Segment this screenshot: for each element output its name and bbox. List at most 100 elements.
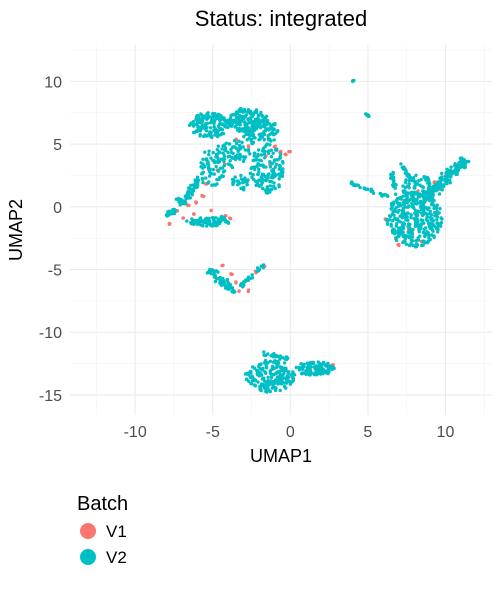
data-point-v2 [222,163,226,168]
data-point-v2 [459,165,463,169]
data-point-v2 [211,150,215,155]
data-point-v1 [200,194,204,198]
data-point-v2 [278,369,282,373]
data-point-v2 [424,232,428,237]
data-point-v2 [444,176,449,180]
data-point-v2 [350,79,355,84]
data-point-v2 [200,123,204,127]
data-point-v2 [358,185,362,190]
data-point-v2 [438,184,442,188]
data-point-v2 [224,218,228,223]
data-point-v2 [201,157,205,161]
data-point-v2 [412,217,416,221]
data-point-v2 [405,234,409,238]
data-point-v2 [198,134,202,138]
data-point-v2 [435,215,440,219]
data-point-v2 [269,155,274,159]
data-point-v2 [462,165,467,170]
data-point-v2 [432,235,436,240]
data-point-v2 [262,350,266,354]
data-point-v2 [215,152,219,157]
data-point-v2 [247,373,251,377]
data-point-v2 [277,185,281,189]
data-point-v2 [413,201,417,206]
data-point-v2 [393,216,397,221]
data-point-v2 [421,200,426,204]
data-point-v2 [429,187,433,191]
data-point-v2 [256,172,260,176]
data-point-v2 [221,122,225,127]
data-point-v2 [403,205,408,209]
data-point-v2 [245,182,249,187]
data-point-v2 [272,138,276,142]
data-point-v2 [397,226,401,230]
data-point-v2 [212,183,216,187]
data-point-v2 [268,369,272,373]
data-point-v2 [243,125,248,129]
data-point-v2 [208,131,212,135]
data-point-v2 [221,151,225,155]
data-point-v2 [241,159,246,164]
data-point-v2 [271,360,276,364]
data-point-v2 [239,107,243,111]
data-point-v2 [205,221,209,225]
data-point-v2 [243,176,247,180]
data-point-v2 [410,203,415,208]
data-point-v2 [387,214,392,218]
data-point-v2 [314,364,319,368]
data-point-v2 [270,353,274,357]
data-point-v2 [416,201,421,205]
data-point-v2 [235,179,240,183]
data-point-v2 [238,147,242,151]
data-point-v2 [216,158,220,162]
legend-label-v2: V2 [106,548,127,567]
data-point-v2 [278,388,282,393]
data-point-v2 [257,158,261,162]
data-point-v2 [214,117,219,121]
data-point-v2 [205,157,209,161]
data-point-v2 [433,214,437,218]
data-point-v2 [238,123,242,127]
data-point-v2 [408,222,412,227]
data-point-v2 [262,156,267,160]
data-point-v2 [216,124,221,129]
data-point-v2 [269,375,274,380]
data-point-v2 [250,273,254,277]
data-point-v2 [277,177,281,181]
data-point-v2 [276,360,280,364]
data-point-v2 [244,179,248,184]
data-point-v2 [256,148,261,152]
data-point-v2 [404,242,409,246]
points-layer [164,78,471,394]
data-point-v2 [408,197,412,202]
data-point-v2 [433,210,437,215]
data-point-v2 [194,129,199,133]
data-point-v2 [430,193,435,197]
data-point-v2 [412,206,416,210]
data-point-v2 [233,175,237,179]
data-point-v2 [201,180,205,185]
y-tick-label: 0 [53,200,62,217]
legend-title: Batch [77,493,128,515]
data-point-v2 [184,197,188,201]
data-point-v2 [260,186,265,191]
data-point-v1 [181,216,185,220]
data-point-v2 [411,199,415,203]
data-point-v2 [199,161,203,165]
data-point-v1 [234,280,238,284]
data-point-v1 [278,149,283,153]
data-point-v2 [281,161,285,165]
data-point-v2 [274,148,278,152]
data-point-v2 [415,213,420,218]
data-point-v2 [276,354,281,359]
data-point-v2 [275,129,279,134]
data-point-v2 [439,216,443,220]
data-point-v2 [456,163,461,167]
data-point-v2 [256,162,260,166]
data-point-v2 [279,366,283,370]
data-point-v2 [262,165,266,169]
data-point-v2 [404,180,408,185]
data-point-v2 [266,173,270,177]
data-point-v2 [242,129,246,133]
